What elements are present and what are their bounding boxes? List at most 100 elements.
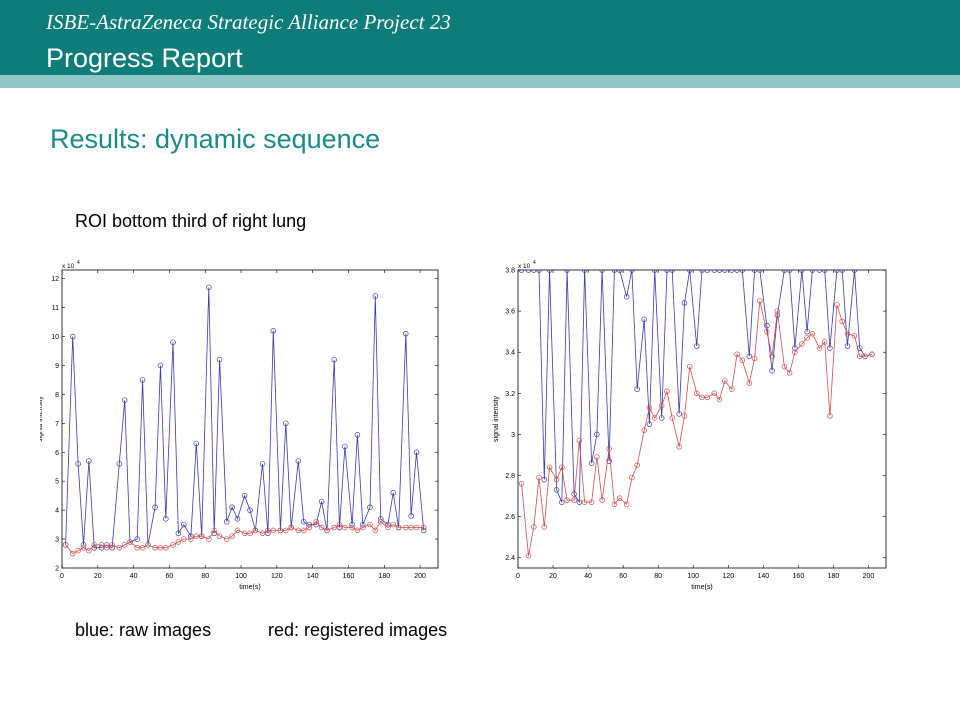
data-point-raw: [139, 377, 146, 383]
data-point-raw: [588, 460, 595, 466]
data-point-registered: [234, 527, 241, 534]
data-point-registered: [408, 524, 414, 531]
data-point-registered: [252, 527, 259, 534]
y-tick-label: 3.6: [505, 309, 515, 316]
data-point-registered: [170, 542, 176, 548]
data-point-raw: [98, 544, 105, 551]
data-point-registered: [658, 402, 665, 409]
data-point-raw: [804, 328, 810, 335]
data-point-raw: [270, 328, 277, 334]
data-point-raw: [372, 293, 379, 299]
data-point-registered: [188, 536, 194, 542]
data-point-registered: [862, 353, 868, 360]
data-point-registered: [247, 530, 253, 537]
data-point-raw: [546, 270, 553, 273]
data-point-registered: [564, 497, 570, 503]
x-tick-label: 100: [235, 573, 247, 580]
y-tick-label: 2: [55, 566, 59, 573]
data-point-registered: [764, 328, 770, 335]
data-point-registered: [306, 524, 312, 531]
data-point-registered: [669, 415, 675, 421]
data-point-raw: [651, 270, 658, 273]
data-point-raw: [792, 345, 798, 351]
data-point-registered: [259, 530, 266, 537]
y-tick-label: 9: [55, 363, 59, 370]
data-point-registered: [629, 474, 635, 481]
x-tick-label: 20: [549, 573, 557, 580]
data-point-raw: [75, 461, 81, 467]
data-point-registered: [157, 544, 164, 551]
y-tick-label: 3.4: [505, 350, 515, 357]
data-point-raw: [109, 544, 115, 551]
series-line-raw: [521, 270, 873, 504]
data-point-raw: [827, 345, 833, 351]
data-point-registered: [681, 413, 688, 419]
data-point-raw: [751, 270, 758, 273]
data-point-registered: [716, 396, 723, 403]
data-point-raw: [86, 458, 92, 464]
x-tick-label: 140: [757, 573, 769, 580]
data-point-raw: [834, 270, 840, 273]
x-tick-label: 40: [584, 573, 592, 580]
data-point-raw: [349, 521, 355, 528]
data-point-registered: [623, 501, 630, 508]
x-tick-label: 120: [722, 573, 734, 580]
data-point-raw: [699, 270, 705, 273]
data-point-raw: [134, 536, 140, 542]
data-point-raw: [781, 270, 788, 273]
data-point-registered: [360, 524, 366, 531]
data-point-registered: [641, 427, 647, 434]
data-point-registered: [367, 521, 373, 528]
data-point-registered: [774, 308, 781, 314]
exponent-power: 4: [77, 260, 80, 266]
data-point-raw: [300, 518, 307, 525]
data-point-registered: [646, 404, 653, 411]
data-point-registered: [91, 542, 97, 548]
data-point-raw: [599, 270, 605, 273]
data-point-raw: [531, 270, 537, 273]
data-point-registered: [62, 542, 69, 548]
y-tick-label: 6: [55, 450, 59, 457]
x-tick-label: 180: [378, 573, 390, 580]
data-point-raw: [283, 420, 289, 427]
data-point-raw: [318, 498, 325, 505]
y-tick-label: 2.4: [505, 555, 515, 562]
data-point-raw: [594, 431, 600, 438]
data-point-registered: [704, 394, 711, 401]
data-point-registered: [576, 437, 583, 444]
data-point-registered: [288, 524, 294, 531]
data-point-raw: [181, 521, 187, 528]
data-point-registered: [531, 524, 537, 530]
data-point-registered: [277, 527, 284, 534]
data-point-raw: [681, 300, 688, 306]
data-point-raw: [809, 270, 816, 273]
data-point-registered: [525, 552, 532, 559]
data-point-raw: [518, 270, 525, 273]
data-point-raw: [116, 461, 123, 467]
data-point-registered: [869, 351, 875, 358]
data-point-raw: [360, 521, 366, 528]
data-point-registered: [786, 370, 793, 376]
data-point-raw: [821, 270, 828, 273]
y-tick-label: 3.2: [505, 391, 515, 398]
data-point-raw: [336, 524, 343, 531]
data-point-registered: [104, 544, 110, 551]
data-point-raw: [739, 270, 746, 273]
data-point-registered: [98, 542, 105, 548]
y-axis-label: signal intensity: [40, 396, 44, 442]
data-point-registered: [581, 499, 588, 505]
data-point-raw: [581, 270, 588, 273]
legend-red-registered-images: red: registered images: [268, 620, 448, 640]
data-point-registered: [80, 544, 87, 551]
y-tick-label: 3: [55, 537, 59, 544]
data-point-registered: [181, 536, 187, 542]
data-point-raw: [711, 270, 718, 273]
series-line-registered: [65, 521, 424, 555]
data-point-raw: [664, 270, 670, 273]
data-point-registered: [834, 302, 840, 308]
data-point-registered: [792, 349, 798, 355]
data-point-registered: [729, 386, 735, 392]
y-tick-label: 2.8: [505, 473, 515, 480]
data-point-registered: [216, 533, 223, 539]
data-point-raw: [851, 270, 858, 273]
